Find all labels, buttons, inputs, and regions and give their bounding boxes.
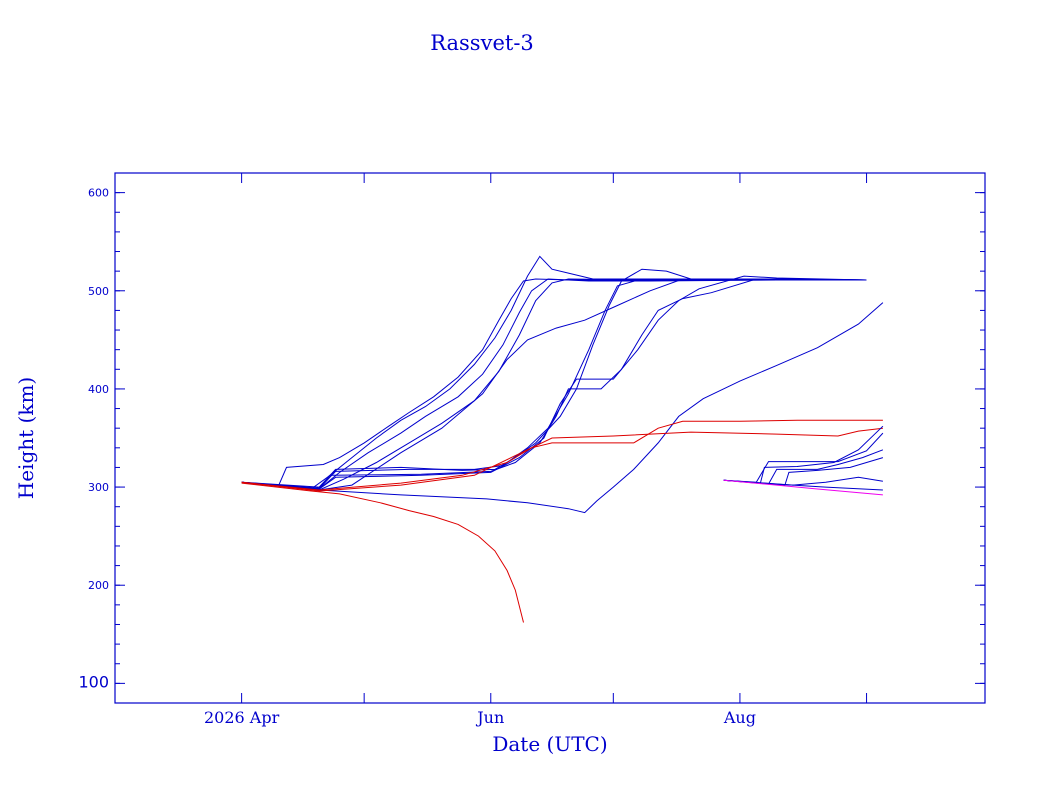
series-line-4 [241, 278, 867, 491]
chart-title: Rassvet-3 [430, 31, 534, 55]
y-axis-label: Height (km) [14, 377, 38, 499]
series-line-2 [241, 255, 867, 490]
x-tick-label: 2026 Apr [204, 708, 280, 727]
series-line-12 [241, 419, 883, 491]
series-line-3 [241, 278, 867, 490]
y-tick-label: 400 [88, 383, 109, 396]
series-line-18 [723, 432, 884, 483]
series-line-10 [241, 302, 884, 514]
series-line-19 [723, 476, 883, 486]
y-tick-label: 600 [88, 187, 109, 200]
y-axis-ticks: 100 200 300 400 500 600 [78, 172, 985, 704]
series-line-13 [241, 427, 883, 492]
series-line-5 [241, 278, 867, 491]
y-tick-label: 200 [88, 579, 109, 592]
series-line-15 [723, 449, 884, 485]
series-line-11 [241, 482, 524, 623]
plot-frame [114, 172, 986, 704]
x-axis-label: Date (UTC) [492, 732, 607, 756]
series-line-9 [241, 275, 867, 490]
series-layer [241, 255, 884, 623]
y-tick-label: 100 [78, 672, 109, 691]
series-line-6 [241, 268, 867, 488]
series-line-1 [241, 278, 867, 487]
x-axis-ticks: 2026 Apr Jun Aug [114, 173, 986, 727]
x-tick-label: Aug [723, 708, 756, 727]
y-tick-label: 500 [88, 285, 109, 298]
y-tick-label: 300 [88, 481, 109, 494]
series-line-20 [723, 479, 883, 496]
series-line-7 [241, 278, 867, 489]
series-line-8 [241, 278, 867, 490]
x-tick-label: Jun [475, 708, 504, 727]
